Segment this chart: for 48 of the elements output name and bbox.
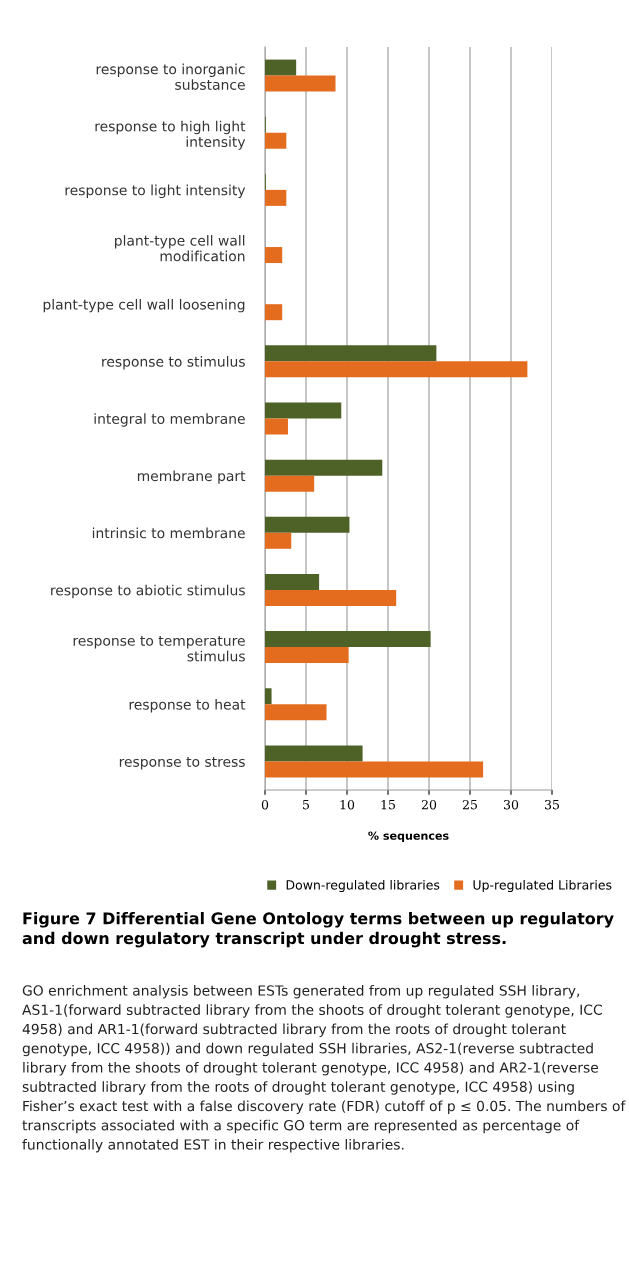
bar [265, 589, 397, 606]
bar [265, 631, 431, 648]
x-tick-label: 15 [381, 799, 395, 810]
bar [265, 459, 383, 476]
bar [265, 761, 484, 778]
bar [265, 647, 349, 664]
x-tick-label: 5 [303, 800, 310, 810]
x-tick-label: 25 [462, 799, 477, 810]
bar [265, 688, 272, 705]
x-tick-label: 10 [340, 799, 355, 810]
y-tick-label: response to inorganic substance [96, 63, 245, 90]
bar [265, 75, 336, 92]
bar [265, 402, 342, 419]
y-tick-label: response to heat [129, 698, 246, 713]
y-tick-label: intrinsic to membrane [92, 527, 245, 539]
bar [265, 59, 297, 76]
bar [265, 704, 327, 721]
y-tick-label: response to temperature stimulus [73, 635, 245, 662]
bar [265, 516, 350, 533]
bar [265, 345, 437, 362]
y-tick-label: response to stress [119, 756, 245, 770]
text: Figure 7 Differential Gene Ontology terms between up regulatory and down regulatory transcript under drought stress. [22, 912, 614, 948]
bar [265, 418, 288, 435]
legend-label: Up-regulated Libraries [473, 879, 612, 893]
bar [265, 745, 363, 762]
bar [265, 247, 283, 264]
text: GO enrichment analysis between ESTs generated from up regulated SSH library, AS1-1(forward subtracted library from the shoots of drought tolerant genotype, ICC 4958) and AR1-1(forward subtracted library from the roots of drought tolerant genotype, ICC 4958)) and down regulated SSH libraries, AS2-1(reverse subtracted library from the shoots of drought tolerant genotype, ICC 4958) and AR2-1(reverse subtracted library from the roots of drought tolerant genotype, ICC 4958) using Fisher’s exact test with a false discovery rate (FDR) cutoff of p ≤ 0.05. The numbers of transcripts associated with a specific GO term are represented as percentage of functionally annotated EST in their respective libraries. [22, 985, 626, 1153]
y-tick-label: plant-type cell wall modification [115, 235, 245, 262]
x-tick-label: 35 [545, 799, 559, 810]
y-tick-label: response to stimulus [102, 356, 245, 370]
y-tick-label: response to light intensity [65, 184, 246, 199]
x-tick-label: 20 [421, 799, 437, 810]
bar [265, 475, 315, 492]
x-axis-title: % sequences [368, 831, 449, 843]
bar [265, 304, 283, 321]
bar [265, 532, 292, 549]
y-tick-label: integral to membrane [94, 413, 245, 427]
x-tick-label: 30 [504, 799, 519, 810]
y-tick-label: plant-type cell wall loosening [43, 298, 245, 313]
y-tick-label: response to high light intensity [95, 120, 246, 150]
x-tick-label: 0 [261, 799, 269, 810]
bar [265, 361, 528, 378]
bar [265, 573, 320, 590]
bar [265, 189, 287, 206]
legend-label: Down-regulated libraries [286, 879, 440, 893]
y-tick-label: response to abiotic stimulus [51, 584, 245, 599]
y-tick-label: membrane part [137, 470, 246, 484]
bar [265, 132, 287, 149]
